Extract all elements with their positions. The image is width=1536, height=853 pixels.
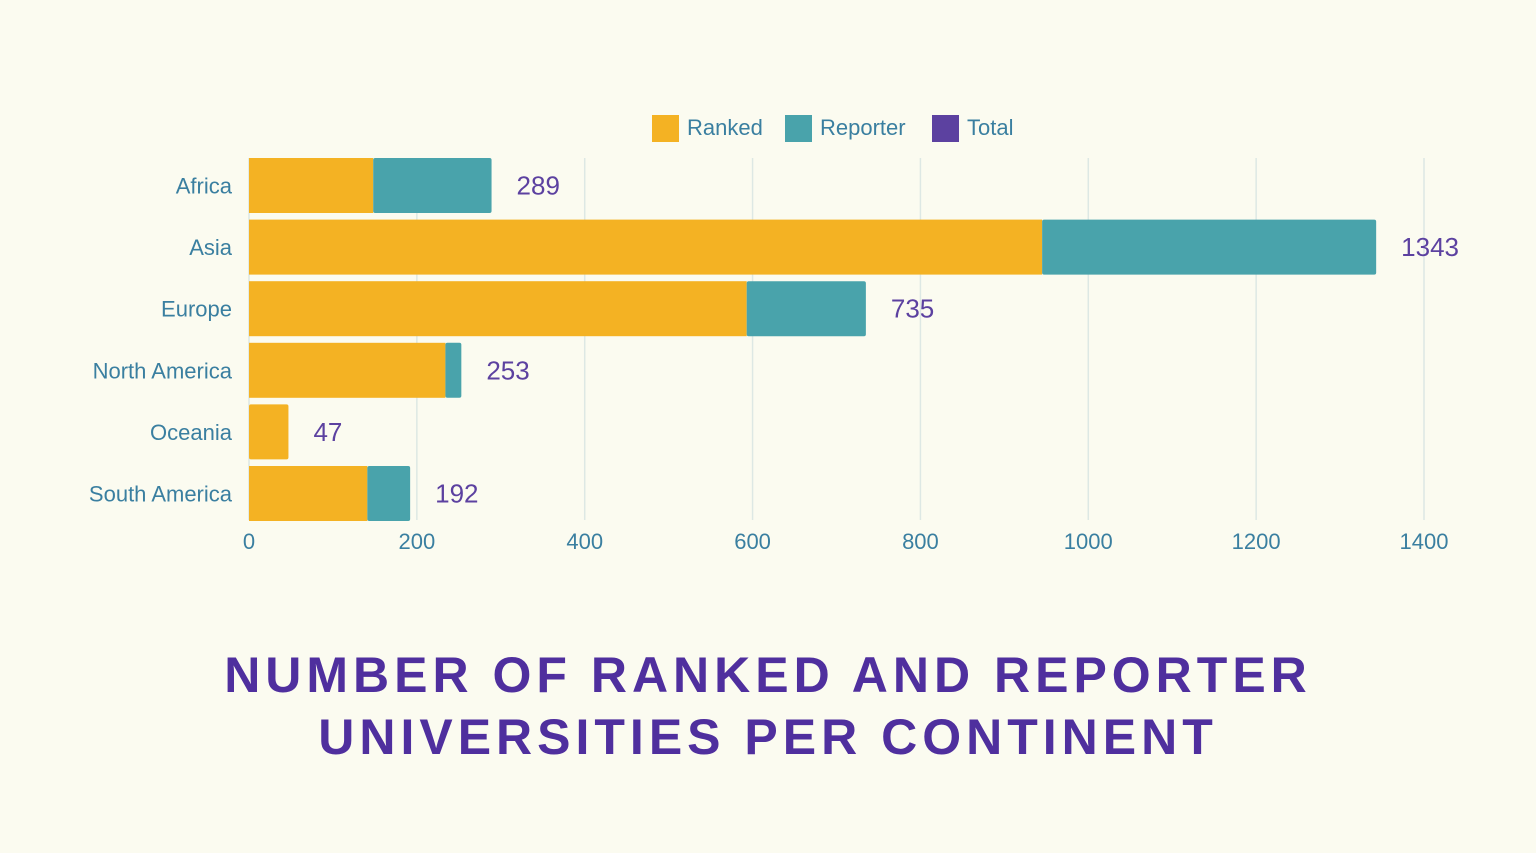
category-label: North America [93,358,233,383]
category-label: Europe [161,297,232,322]
category-label: Oceania [150,420,233,445]
x-tick-label: 600 [734,529,771,554]
legend-swatch-reporter [785,115,812,142]
x-tick-label: 1200 [1232,529,1281,554]
bar-ranked [249,404,289,460]
legend-label: Total [967,115,1013,140]
bar-ranked [249,158,374,213]
total-value-label: 47 [313,417,342,447]
total-value-label: 192 [435,479,478,509]
total-value-label: 1343 [1401,232,1459,262]
x-tick-label: 400 [566,529,603,554]
category-label: Asia [189,235,233,260]
bar-reporter [367,466,411,521]
bar-reporter [445,342,462,398]
bar-reporter [1042,219,1377,275]
legend-label: Reporter [820,115,906,140]
bar-reporter [373,158,492,213]
x-tick-label: 800 [902,529,939,554]
x-tick-label: 1400 [1400,529,1449,554]
category-label: South America [89,482,233,507]
category-label: Africa [176,174,233,199]
total-value-label: 289 [517,171,560,201]
x-tick-label: 1000 [1064,529,1113,554]
bar-ranked [249,281,747,337]
chart-title-line-1: NUMBER OF RANKED AND REPORTER [224,647,1312,703]
stacked-bar-chart: 0 200 400 600 800 1000 1200 1400 Africa 289 Asia 13… [89,115,1459,554]
x-tick-label: 0 [243,529,255,554]
x-tick-label: 200 [398,529,435,554]
legend-label: Ranked [687,115,763,140]
bar-ranked [249,466,368,521]
total-value-label: 253 [486,355,529,385]
bar-ranked [249,219,1043,275]
legend-swatch-ranked [652,115,679,142]
legend-swatch-total [932,115,959,142]
chart-title-line-2: UNIVERSITIES PER CONTINENT [318,709,1218,765]
bar-reporter [746,281,866,337]
chart-title: NUMBER OF RANKED AND REPORTER UNIVERSITI… [0,644,1536,768]
bar-ranked [249,342,446,398]
total-value-label: 735 [891,294,934,324]
